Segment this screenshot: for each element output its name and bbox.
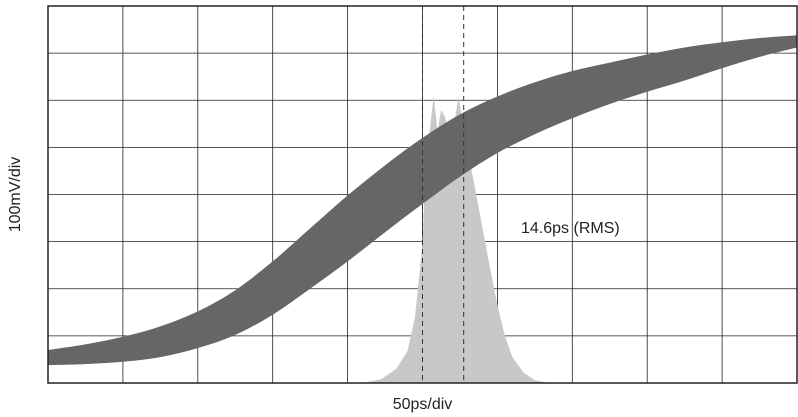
rms-jitter-annotation: 14.6ps (RMS) (521, 220, 620, 237)
y-axis-label: 100mV/div (7, 157, 24, 233)
x-axis-label: 50ps/div (393, 396, 453, 413)
